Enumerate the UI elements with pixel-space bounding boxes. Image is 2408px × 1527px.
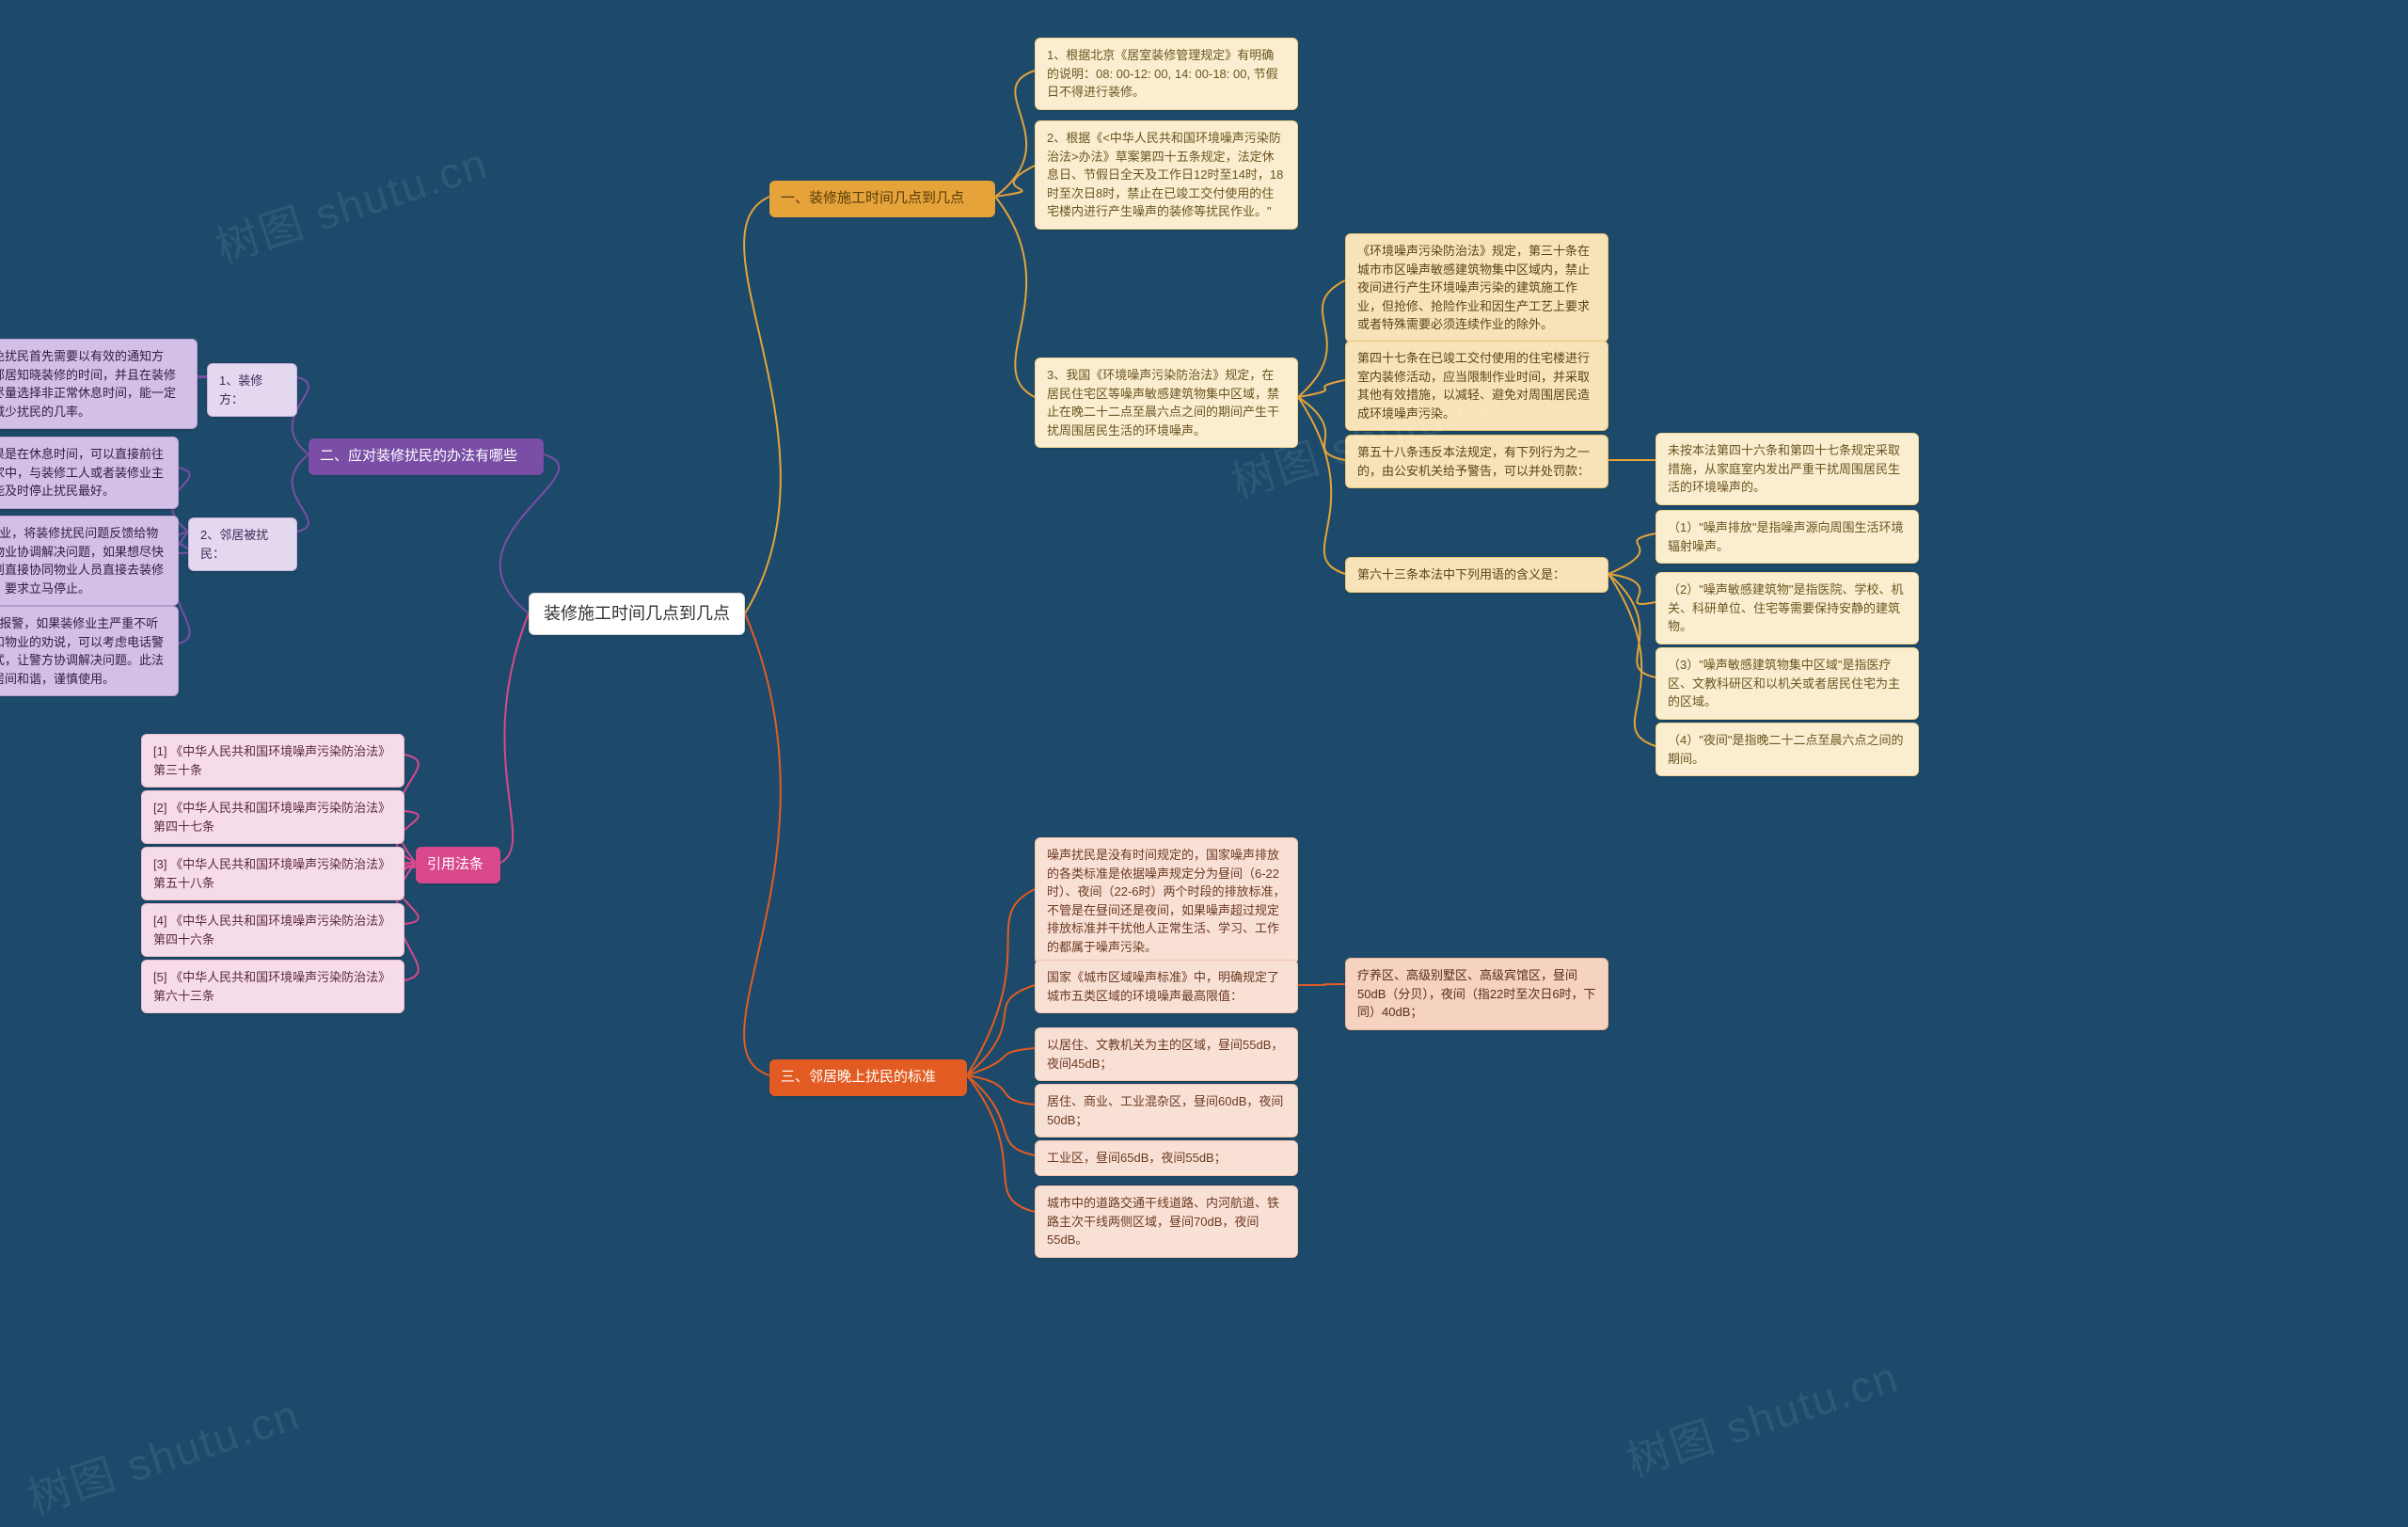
mindmap-node[interactable]: 装修施工时间几点到几点 xyxy=(529,593,745,635)
mindmap-edge xyxy=(1298,380,1345,397)
mindmap-edge xyxy=(1608,533,1656,574)
mindmap-node[interactable]: 3、我国《环境噪声污染防治法》规定，在居民住宅区等噪声敏感建筑物集中区域，禁止在… xyxy=(1035,358,1298,448)
watermark: 树图 shutu.cn xyxy=(19,1380,307,1527)
mindmap-edge xyxy=(500,613,529,863)
mindmap-node[interactable]: 居住、商业、工业混杂区，昼间60dB，夜间50dB； xyxy=(1035,1084,1298,1137)
mindmap-node[interactable]: （2）"噪声敏感建筑物"是指医院、学校、机关、科研单位、住宅等需要保持安静的建筑… xyxy=(1656,572,1919,644)
mindmap-edge xyxy=(995,166,1035,197)
mindmap-node[interactable]: 4、可以报警，如果装修业主严重不听从邻居和物业的劝说，可以考虑电话警察的方式，让… xyxy=(0,606,179,696)
mindmap-node[interactable]: 1、根据北京《居室装修管理规定》有明确的说明：08: 00-12: 00, 14… xyxy=(1035,38,1298,110)
mindmap-node[interactable]: （1）"噪声排放"是指噪声源向周围生活环境辐射噪声。 xyxy=(1656,510,1919,564)
watermark: 树图 shutu.cn xyxy=(207,129,495,276)
mindmap-node[interactable]: [4] 《中华人民共和国环境噪声污染防治法》第四十六条 xyxy=(141,903,404,957)
mindmap-node[interactable]: 第五十八条违反本法规定，有下列行为之一的，由公安机关给予警告，可以并处罚款： xyxy=(1345,435,1608,488)
mindmap-node[interactable]: 国家《城市区域噪声标准》中，明确规定了城市五类区域的环境噪声最高限值： xyxy=(1035,960,1298,1013)
mindmap-edge xyxy=(995,71,1035,197)
mindmap-edge xyxy=(967,1075,1035,1212)
mindmap-edge xyxy=(995,197,1035,397)
mindmap-edge xyxy=(1608,574,1656,677)
mindmap-edge xyxy=(1298,280,1345,397)
mindmap-node[interactable]: 2、根据《<中华人民共和国环境噪声污染防治法>办法》草案第四十五条规定，法定休息… xyxy=(1035,120,1298,230)
mindmap-node[interactable]: （3）"噪声敏感建筑物集中区域"是指医疗区、文教科研区和以机关或者居民住宅为主的… xyxy=(1656,647,1919,720)
mindmap-node[interactable]: 疗养区、高级别墅区、高级宾馆区，昼间50dB（分贝），夜间（指22时至次日6时，… xyxy=(1345,958,1608,1030)
mindmap-node[interactable]: 二、应对装修扰民的办法有哪些 xyxy=(309,438,544,475)
mindmap-node[interactable]: 2、邻居被扰民： xyxy=(188,517,297,571)
mindmap-node[interactable]: [1] 《中华人民共和国环境噪声污染防治法》第三十条 xyxy=(141,734,404,787)
mindmap-edge xyxy=(967,1048,1035,1075)
mindmap-node[interactable]: 引用法条 xyxy=(416,847,500,883)
mindmap-edge xyxy=(1298,397,1345,460)
mindmap-edge xyxy=(500,454,559,613)
mindmap-edge xyxy=(967,1075,1035,1155)
mindmap-node[interactable]: 第六十三条本法中下列用语的含义是： xyxy=(1345,557,1608,593)
mindmap-node[interactable]: 以居住、文教机关为主的区域，昼间55dB，夜间45dB； xyxy=(1035,1027,1298,1081)
mindmap-node[interactable]: 首先如果是在休息时间，可以直接前往装修的家中，与装修工人或者装修业主沟通，能及时… xyxy=(0,437,179,509)
mindmap-node[interactable]: 1、装修方： xyxy=(207,363,297,417)
mindmap-edge xyxy=(1298,984,1345,985)
mindmap-node[interactable]: [3] 《中华人民共和国环境噪声污染防治法》第五十八条 xyxy=(141,847,404,900)
mindmap-edge xyxy=(744,197,781,613)
watermark: 树图 shutu.cn xyxy=(1618,1343,1906,1489)
mindmap-node[interactable]: 第四十七条在已竣工交付使用的住宅楼进行室内装修活动，应当限制作业时间，并采取其他… xyxy=(1345,341,1608,431)
mindmap-node[interactable]: 3、找物业，将装修扰民问题反馈给物业，由物业协调解决问题，如果想尽快解决，则直接… xyxy=(0,516,179,606)
mindmap-edge xyxy=(1608,574,1656,746)
mindmap-edge xyxy=(744,613,781,1075)
mindmap-node[interactable]: 三、邻居晚上扰民的标准 xyxy=(769,1059,967,1096)
mindmap-node[interactable]: [2] 《中华人民共和国环境噪声污染防治法》第四十七条 xyxy=(141,790,404,844)
mindmap-node[interactable]: 未按本法第四十六条和第四十七条规定采取措施，从家庭室内发出严重干扰周围居民生活的… xyxy=(1656,433,1919,505)
mindmap-edge xyxy=(967,985,1035,1075)
mindmap-node[interactable]: [5] 《中华人民共和国环境噪声污染防治法》第六十三条 xyxy=(141,960,404,1013)
mindmap-edge xyxy=(1298,397,1345,574)
mindmap-node[interactable]: 城市中的道路交通干线道路、内河航道、铁路主次干线两侧区域，昼间70dB，夜间55… xyxy=(1035,1185,1298,1258)
mindmap-node[interactable]: 工业区，昼间65dB，夜间55dB； xyxy=(1035,1140,1298,1176)
mindmap-node[interactable]: 一、装修施工时间几点到几点 xyxy=(769,181,995,217)
mindmap-node[interactable]: （4）"夜间"是指晚二十二点至晨六点之间的期间。 xyxy=(1656,723,1919,776)
mindmap-node[interactable]: 噪声扰民是没有时间规定的，国家噪声排放的各类标准是依据噪声规定分为昼间（6-22… xyxy=(1035,837,1298,964)
mindmap-node[interactable]: 为了避免扰民首先需要以有效的通知方式，让邻居知晓装修的时间，并且在装修过程中尽量… xyxy=(0,339,198,429)
mindmap-edge xyxy=(967,1075,1035,1105)
mindmap-edge xyxy=(1608,574,1656,604)
mindmap-edge xyxy=(967,889,1035,1075)
mindmap-node[interactable]: 《环境噪声污染防治法》规定，第三十条在城市市区噪声敏感建筑物集中区域内，禁止夜间… xyxy=(1345,233,1608,342)
